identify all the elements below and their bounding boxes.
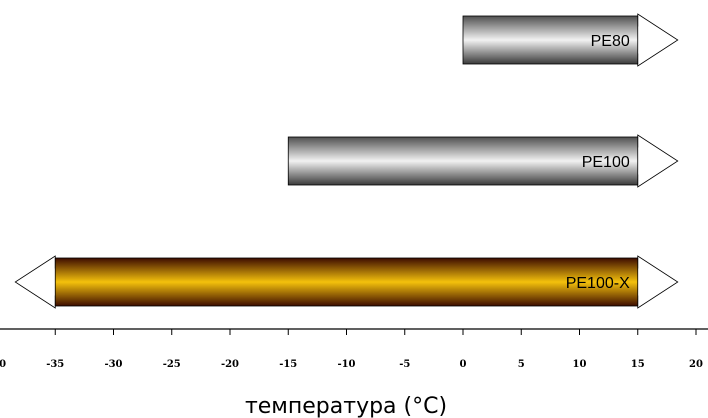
x-tick-label: -25 xyxy=(163,359,181,370)
x-tick-label: 20 xyxy=(689,359,703,370)
x-tick-label: -40 xyxy=(0,359,6,370)
x-tick-label: 0 xyxy=(460,359,467,370)
x-tick-label: -30 xyxy=(104,359,122,370)
x-tick-label: -10 xyxy=(337,359,355,370)
pe100-bar xyxy=(287,136,639,186)
pe100-x-bar xyxy=(54,257,639,307)
x-tick-label: -20 xyxy=(221,359,239,370)
x-axis-ticks: -40 -35 -30 -25 -20 -15 -10 -5 0 5 10 15 20 xyxy=(0,329,703,370)
pe80-right-arrow xyxy=(633,13,679,67)
x-tick-label: 5 xyxy=(518,359,525,370)
pe80-label: PE80 xyxy=(591,33,630,50)
pe100-label: PE100 xyxy=(582,154,630,171)
pe100-x-left-arrow xyxy=(14,255,60,309)
x-tick-label: -35 xyxy=(46,359,64,370)
bars-layer: PE80 PE100 PE100-X xyxy=(14,13,679,309)
x-tick-label: 15 xyxy=(631,359,645,370)
pe100-right-arrow xyxy=(633,134,679,188)
pe100-x-label: PE100-X xyxy=(566,275,630,292)
pe100-x-right-arrow xyxy=(633,255,679,309)
x-tick-label: -15 xyxy=(279,359,297,370)
x-tick-label: -5 xyxy=(399,359,410,370)
pe80-bar xyxy=(462,15,639,65)
x-axis-title: температура (°C) xyxy=(245,394,447,418)
x-tick-label: 10 xyxy=(573,359,587,370)
